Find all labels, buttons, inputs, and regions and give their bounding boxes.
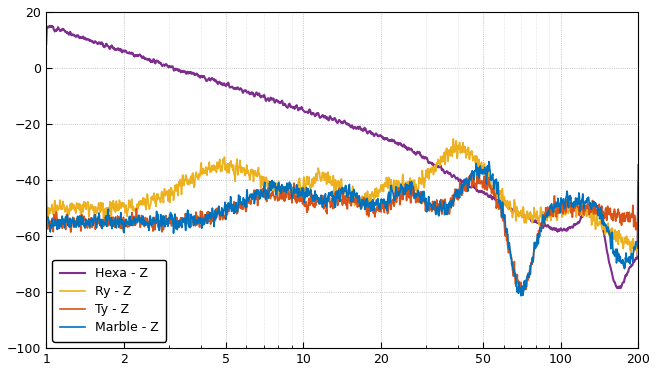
Ry - Z — [618, 239, 625, 244]
Marble - Z — [42, 167, 50, 172]
Ry - Z — [72, 203, 80, 207]
Hexa - Z — [618, 284, 625, 288]
Ty - Z — [617, 213, 625, 217]
Ty - Z — [518, 290, 526, 295]
Ty - Z — [618, 219, 625, 224]
Marble - Z — [314, 195, 322, 200]
Hexa - Z — [42, 42, 50, 46]
Ty - Z — [42, 170, 50, 175]
Ry - Z — [634, 253, 642, 257]
Line: Marble - Z: Marble - Z — [46, 162, 638, 296]
Ry - Z — [42, 161, 50, 166]
Hexa - Z — [618, 285, 625, 289]
Hexa - Z — [634, 179, 642, 184]
Ry - Z — [449, 137, 457, 141]
Ty - Z — [634, 163, 642, 167]
Ry - Z — [330, 188, 338, 192]
Ty - Z — [314, 200, 322, 204]
Hexa - Z — [73, 34, 81, 38]
Hexa - Z — [509, 208, 516, 213]
Ry - Z — [314, 166, 322, 170]
Hexa - Z — [315, 112, 323, 116]
Marble - Z — [618, 259, 625, 263]
Ty - Z — [330, 197, 338, 201]
Hexa - Z — [47, 24, 55, 28]
Marble - Z — [634, 185, 642, 189]
Marble - Z — [509, 264, 516, 269]
Ry - Z — [617, 239, 625, 243]
Hexa - Z — [330, 116, 338, 120]
Marble - Z — [517, 294, 525, 298]
Marble - Z — [330, 195, 338, 200]
Ry - Z — [509, 215, 516, 220]
Ty - Z — [509, 265, 516, 269]
Ty - Z — [72, 221, 80, 226]
Ry - Z — [634, 189, 642, 194]
Marble - Z — [485, 159, 493, 164]
Marble - Z — [72, 223, 80, 228]
Line: Ry - Z: Ry - Z — [46, 139, 638, 255]
Line: Hexa - Z: Hexa - Z — [46, 26, 638, 288]
Line: Ty - Z: Ty - Z — [46, 165, 638, 292]
Marble - Z — [618, 261, 625, 265]
Legend: Hexa - Z, Ry - Z, Ty - Z, Marble - Z: Hexa - Z, Ry - Z, Ty - Z, Marble - Z — [53, 260, 166, 342]
Hexa - Z — [615, 286, 623, 291]
